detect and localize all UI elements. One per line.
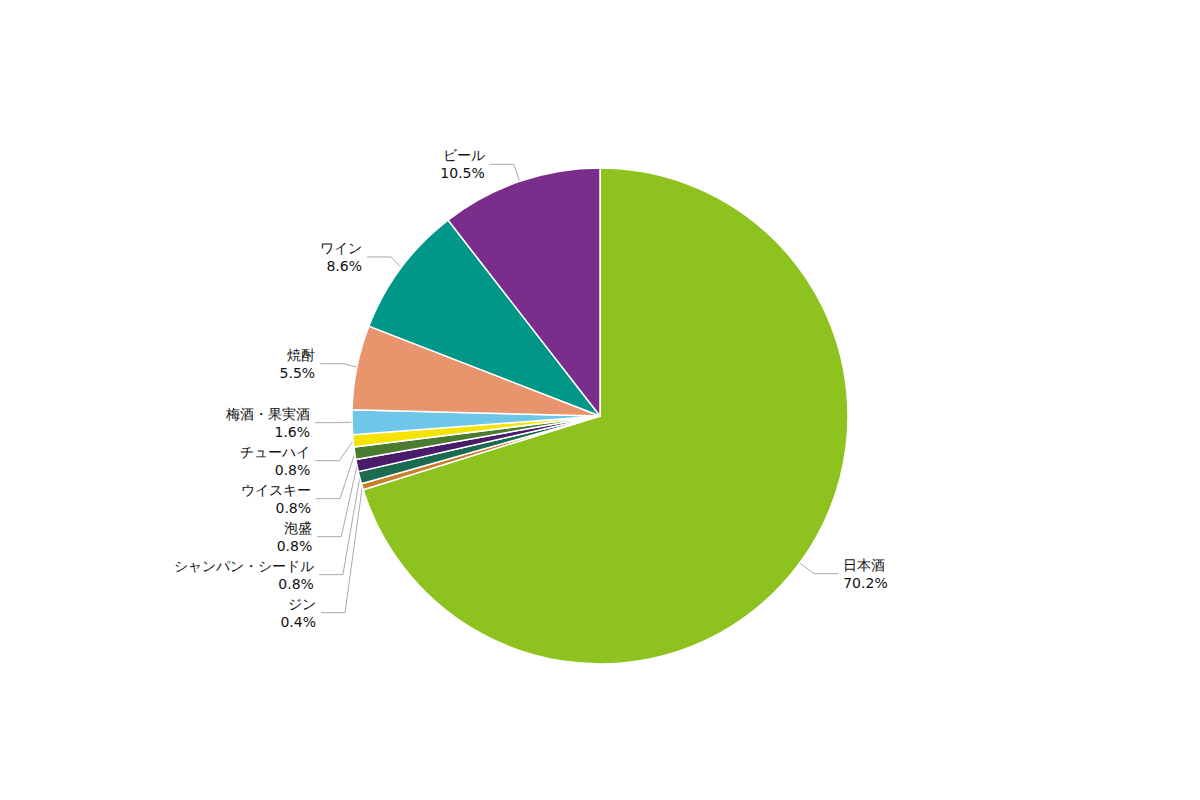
- svg-text:ビール: ビール: [443, 147, 485, 163]
- svg-text:10.5%: 10.5%: [440, 165, 484, 181]
- svg-text:ワイン: ワイン: [320, 240, 362, 256]
- svg-text:泡盛: 泡盛: [284, 520, 312, 536]
- svg-text:70.2%: 70.2%: [843, 575, 887, 591]
- svg-text:1.6%: 1.6%: [274, 424, 310, 440]
- svg-text:焼酎: 焼酎: [287, 347, 315, 363]
- svg-text:シャンパン・シードル: シャンパン・シードル: [174, 558, 314, 574]
- svg-text:0.8%: 0.8%: [275, 462, 311, 478]
- svg-text:日本酒: 日本酒: [843, 557, 885, 573]
- svg-text:ジン: ジン: [288, 596, 316, 612]
- svg-text:5.5%: 5.5%: [280, 365, 316, 381]
- svg-text:0.8%: 0.8%: [278, 576, 314, 592]
- svg-text:0.4%: 0.4%: [280, 614, 316, 630]
- svg-text:0.8%: 0.8%: [275, 500, 311, 516]
- svg-text:梅酒・果実酒: 梅酒・果実酒: [225, 406, 310, 422]
- svg-text:ウイスキー: ウイスキー: [241, 482, 311, 498]
- svg-text:8.6%: 8.6%: [326, 258, 362, 274]
- svg-text:0.8%: 0.8%: [277, 538, 313, 554]
- svg-text:チューハイ: チューハイ: [240, 444, 310, 460]
